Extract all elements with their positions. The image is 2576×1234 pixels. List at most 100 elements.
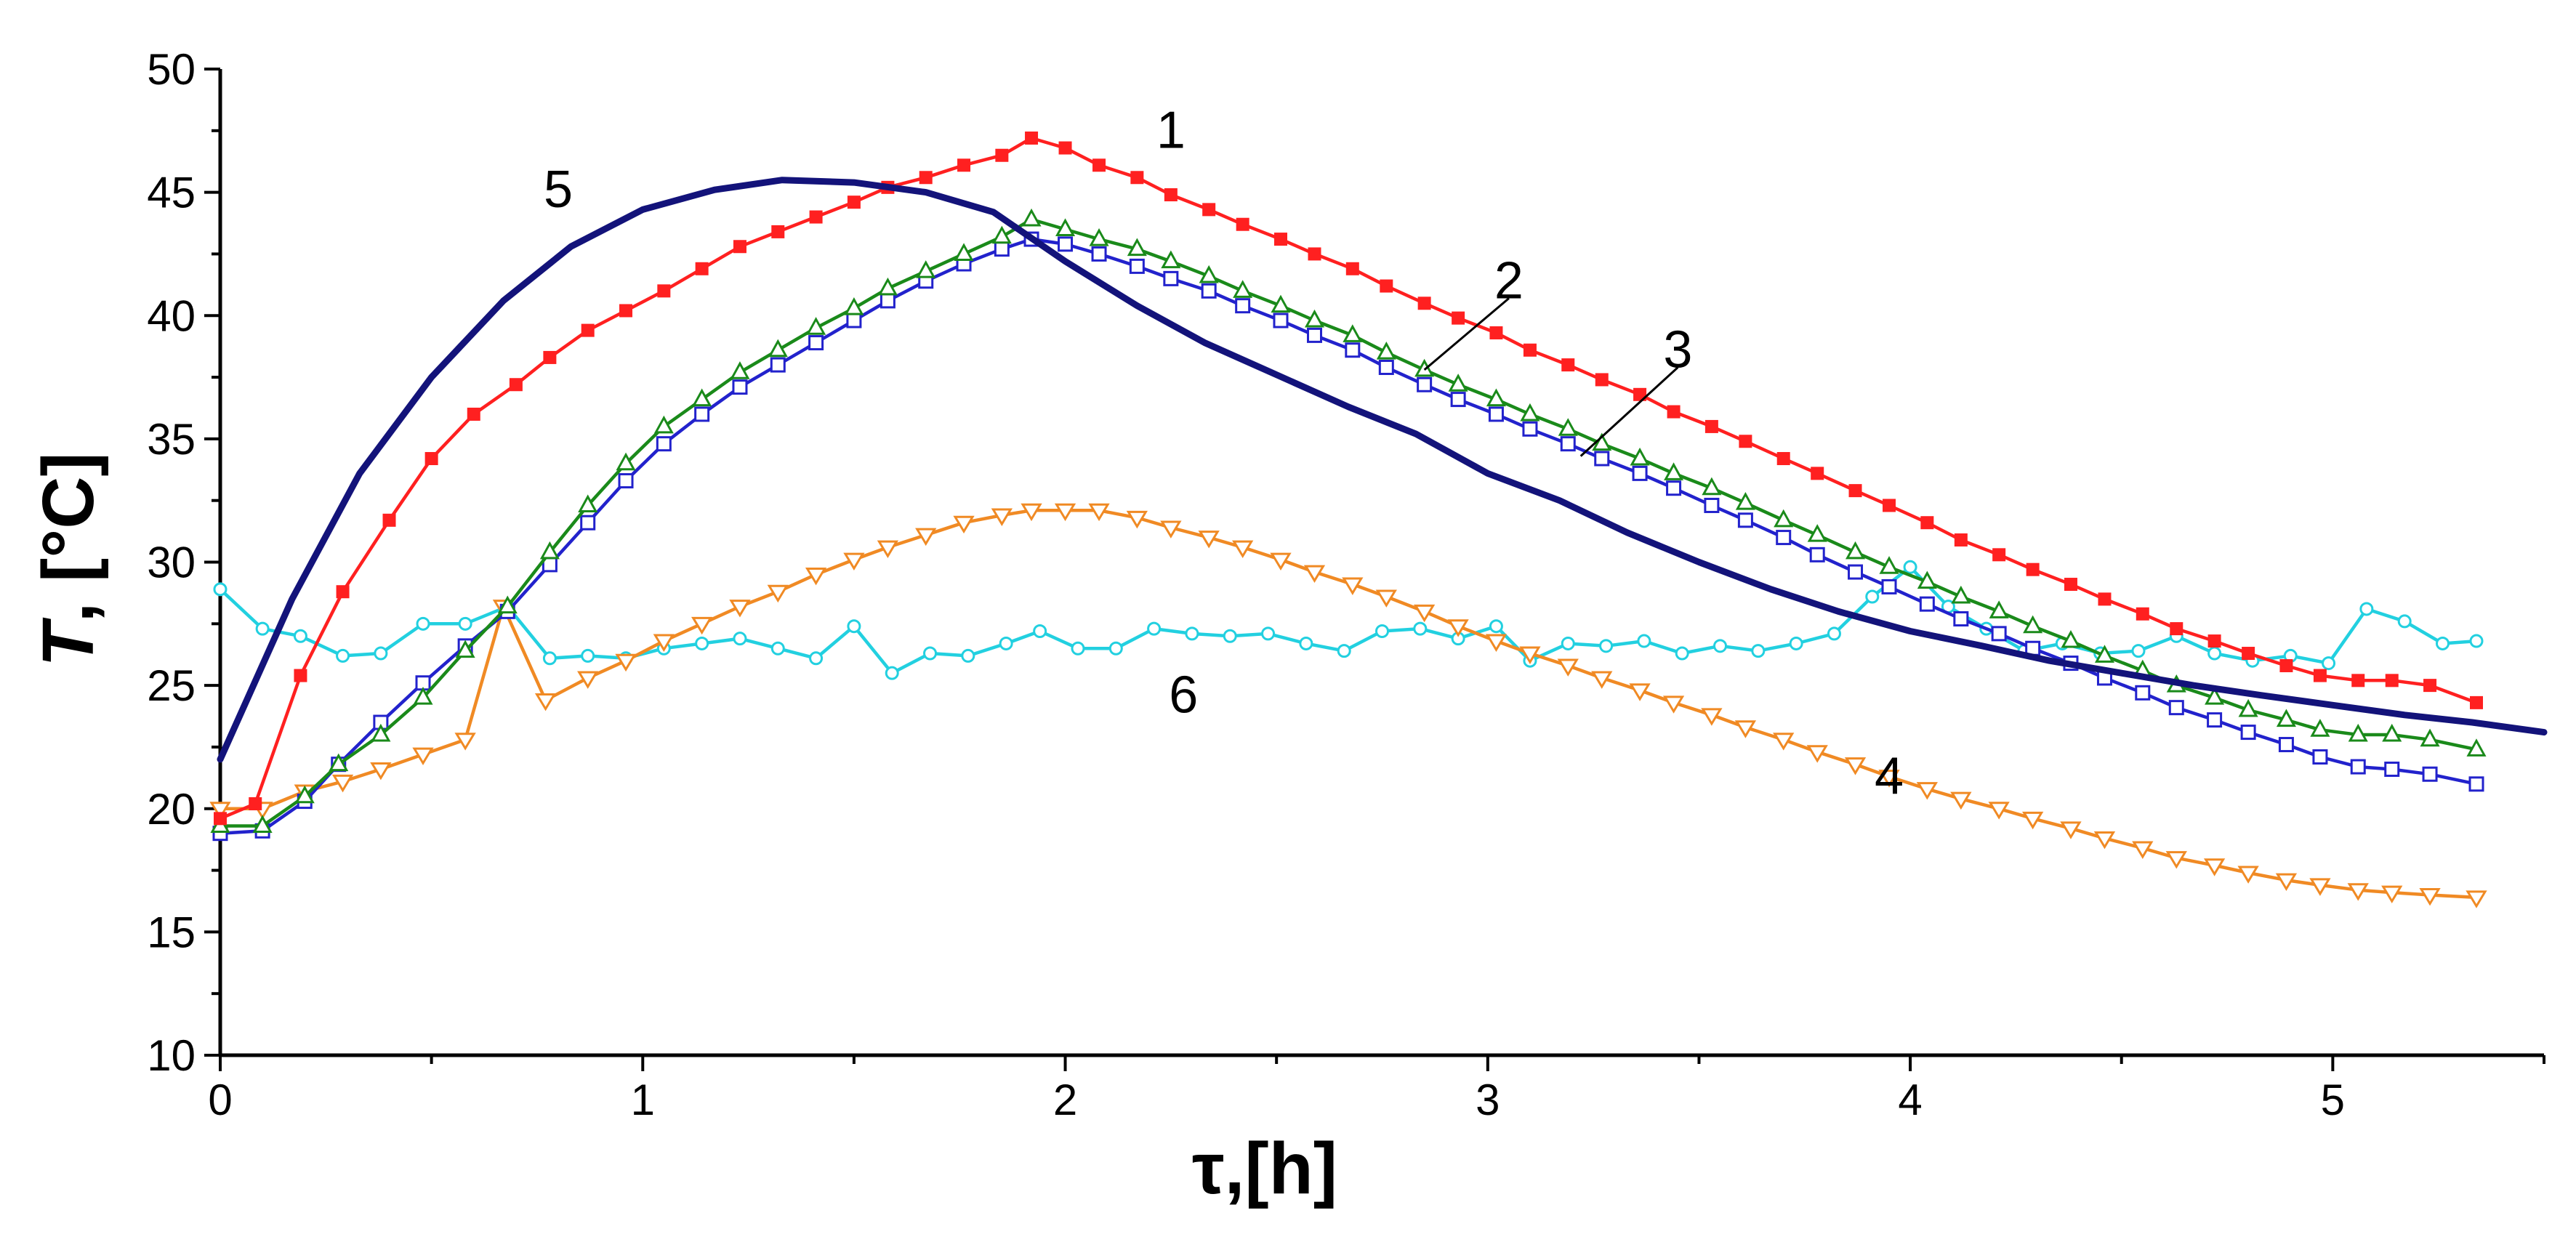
x-tick-label: 3 (1476, 1076, 1500, 1124)
series-1-point (919, 171, 933, 185)
series-1-point (1561, 358, 1575, 372)
series-2-point (1199, 265, 1219, 283)
series-2-point (1343, 324, 1363, 342)
series-3-point (1345, 342, 1361, 358)
series-4-point (991, 508, 1013, 526)
x-tick-label: 2 (1053, 1076, 1077, 1124)
series-4-point (1088, 503, 1110, 522)
series-1-point (2136, 607, 2149, 621)
series-6-point (1337, 644, 1351, 658)
series-1-point (771, 225, 785, 238)
series-4-point (1557, 658, 1579, 677)
series-3-point (880, 293, 895, 309)
series-4-point (577, 671, 599, 689)
series-4-point (1021, 503, 1042, 522)
series-1-point (2098, 592, 2112, 606)
series-6-point (1147, 621, 1162, 636)
y-tick-label: 15 (147, 908, 196, 956)
series-2-point (1089, 227, 1109, 246)
series-2-point (371, 723, 391, 742)
y-tick-label: 50 (147, 45, 196, 94)
series-4-point (1054, 503, 1076, 522)
series-1-point (1236, 217, 1249, 231)
series-4-point (1270, 552, 1292, 571)
series-6-point (1789, 636, 1803, 650)
series-6-point (1751, 644, 1766, 658)
series-6-point (2322, 656, 2336, 671)
series-3-point (1378, 359, 1394, 375)
series-1-point (509, 378, 523, 392)
series-2-point (806, 317, 826, 335)
series-2-point (1520, 403, 1540, 422)
series-3-point (1881, 578, 1897, 594)
series-2-point (768, 339, 788, 358)
series-3-point (1091, 246, 1107, 262)
series-3-point (1488, 406, 1504, 422)
series-4-point (2419, 887, 2441, 906)
series-4-point (2132, 841, 2154, 859)
series-4-point (915, 528, 937, 547)
series-1-point (336, 585, 350, 599)
series-6-point (1637, 634, 1651, 648)
y-axis-title: T, [°C] (28, 452, 109, 666)
series-1-point (1883, 499, 1896, 512)
series-2-point (2023, 615, 2043, 634)
series-3-point (994, 241, 1010, 257)
series-2-point (692, 388, 712, 407)
series-6-point (1713, 639, 1728, 653)
series-1-point (1417, 297, 1431, 310)
series-1-point (2313, 669, 2327, 682)
series-1-point (1992, 548, 2006, 562)
series-2-point (1630, 447, 1650, 466)
series-2-point (2238, 698, 2258, 717)
series-2-point (1951, 585, 1971, 604)
series-3-point (1848, 564, 1864, 580)
series-1-point (2469, 695, 2483, 709)
series-1-point (995, 148, 1009, 162)
series-4-point (412, 747, 434, 766)
series-2-point (1774, 509, 1794, 528)
series-3-point (1522, 421, 1538, 437)
series-6-point (1599, 639, 1614, 653)
series-6-point (733, 632, 747, 646)
series-6-point (1071, 641, 1085, 656)
series-3-point (1163, 270, 1179, 286)
series-1-point (424, 452, 438, 466)
series-2-point (455, 640, 475, 658)
series-3-point (618, 473, 634, 489)
series-4-point (1303, 565, 1326, 583)
series-1-point (847, 195, 861, 209)
series-6-point (213, 582, 228, 597)
series-6-point (2359, 602, 2374, 616)
series-1-point (2026, 562, 2040, 576)
series-2-point (2348, 723, 2368, 742)
series-1-point (1025, 131, 1039, 145)
series-4-point (1413, 604, 1436, 623)
series-2-point (916, 260, 936, 278)
series-3-point (2135, 685, 2151, 701)
series-6-point (1299, 636, 1313, 650)
series-3-point (2240, 725, 2256, 741)
y-tick-label: 45 (147, 169, 196, 217)
series-4-point (2309, 878, 2331, 896)
y-tick-label: 20 (147, 785, 196, 834)
series-4-point (1342, 577, 1364, 595)
series-4-point (767, 584, 789, 603)
series-2-point (730, 361, 750, 379)
series-6-point (1865, 589, 1880, 604)
series-5-label: 5 (544, 161, 573, 219)
series-1-point (1164, 188, 1178, 202)
series-6-point (2131, 644, 2146, 658)
series-6-point (293, 629, 307, 643)
series-1-point (2064, 578, 2077, 592)
series-2-point (1879, 556, 1899, 574)
series-2-leader-line (1423, 297, 1510, 371)
series-6-point (255, 621, 270, 636)
series-2-point (653, 415, 674, 434)
series-3-point (2312, 749, 2328, 765)
series-4-point (1950, 791, 1972, 810)
series-2-point (1917, 570, 1937, 589)
series-4-point (2275, 873, 2298, 892)
series-4-point (691, 616, 713, 635)
